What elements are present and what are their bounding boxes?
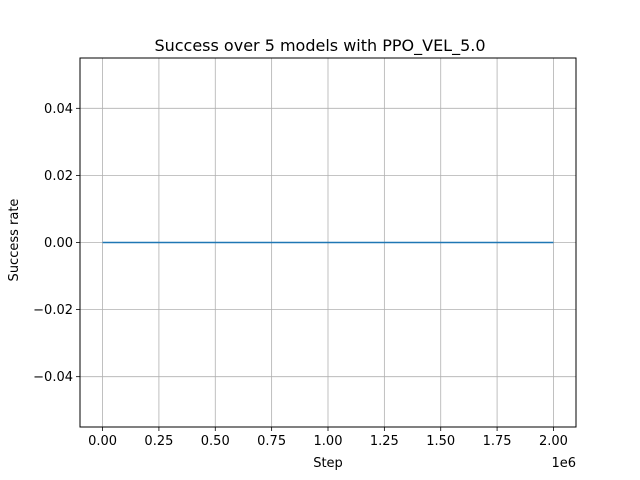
y-tick-label: 0.00 xyxy=(44,236,73,251)
x-tick-label: 1.25 xyxy=(370,434,399,449)
x-tick-label: 0.00 xyxy=(88,434,117,449)
x-tick-label: 1.00 xyxy=(314,434,343,449)
x-axis-ticks: 0.00 0.25 0.50 0.75 1.00 1.25 1.50 1.75 2.00 xyxy=(88,427,568,449)
y-tick-label: 0.04 xyxy=(44,102,73,117)
x-axis-label: Step xyxy=(313,456,343,471)
y-axis-ticks: −0.04 −0.02 0.00 0.02 0.04 xyxy=(33,102,80,385)
y-tick-label: −0.04 xyxy=(33,370,73,385)
y-tick-label: −0.02 xyxy=(33,303,73,318)
x-tick-label: 1.50 xyxy=(426,434,455,449)
x-tick-label: 0.25 xyxy=(144,434,173,449)
x-axis-offset-text: 1e6 xyxy=(551,456,576,471)
y-axis-label: Success rate xyxy=(7,199,22,282)
x-tick-label: 1.75 xyxy=(483,434,512,449)
y-tick-label: 0.02 xyxy=(44,169,73,184)
x-tick-label: 0.50 xyxy=(201,434,230,449)
chart-title: Success over 5 models with PPO_VEL_5.0 xyxy=(154,36,485,56)
x-tick-label: 0.75 xyxy=(257,434,286,449)
x-tick-label: 2.00 xyxy=(539,434,568,449)
